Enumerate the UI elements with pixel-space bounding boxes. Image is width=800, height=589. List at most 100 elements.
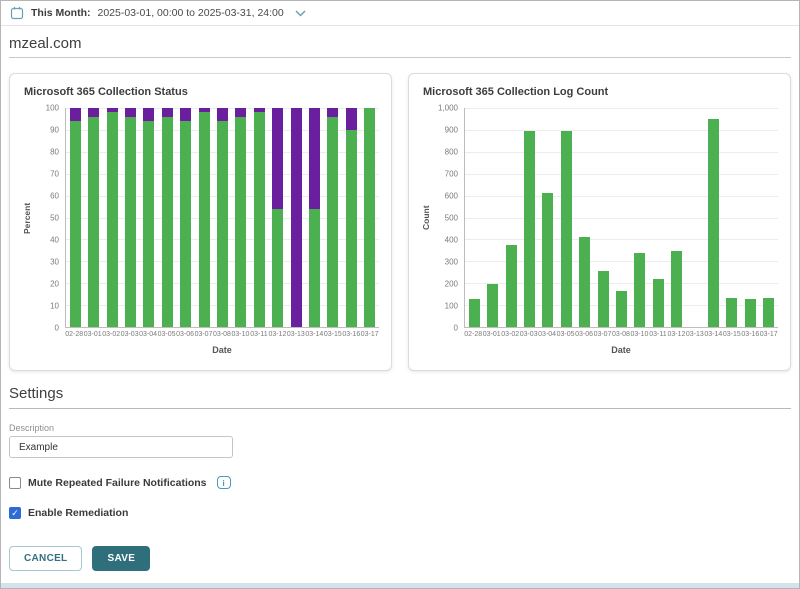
bar-segment-failure-percent xyxy=(216,108,228,122)
bar-03-14 xyxy=(707,108,719,327)
y-tick-label: 80 xyxy=(50,147,59,157)
bar-segment-success-percent xyxy=(124,116,136,327)
bar-03-13 xyxy=(290,108,302,327)
x-tick-label: 03-16 xyxy=(342,331,361,338)
x-tick-label: 03-04 xyxy=(538,331,557,338)
bar-segment-failure-percent xyxy=(308,108,320,209)
gridline xyxy=(465,195,778,197)
x-tick-label: 03-10 xyxy=(231,331,250,338)
bar-segment-log-count xyxy=(763,297,775,327)
bar-03-16 xyxy=(345,108,357,327)
bar-03-08 xyxy=(216,108,228,327)
y-tick-label: 40 xyxy=(50,235,59,245)
info-icon[interactable]: i xyxy=(216,476,231,489)
bar-segment-failure-percent xyxy=(180,108,192,122)
description-input[interactable] xyxy=(9,436,233,458)
bar-cell xyxy=(502,108,520,327)
bar-cell xyxy=(342,108,360,327)
bar-cell xyxy=(741,108,759,327)
bar-cell xyxy=(649,108,667,327)
bar-segment-failure-percent xyxy=(345,108,357,130)
gridline xyxy=(465,151,778,153)
mute-notifications-row[interactable]: Mute Repeated Failure Notifications i xyxy=(9,476,791,489)
x-tick-label: 03-14 xyxy=(305,331,324,338)
bar-02-28 xyxy=(69,108,81,327)
x-tick-label: 02-28 xyxy=(464,331,483,338)
bar-03-17 xyxy=(364,108,376,327)
action-buttons: CANCEL SAVE xyxy=(1,546,799,571)
bar-03-08 xyxy=(615,108,627,327)
x-axis-title: Date xyxy=(212,345,232,355)
bar-segment-success-percent xyxy=(345,129,357,327)
page-title: mzeal.com xyxy=(9,26,791,58)
footer-strip xyxy=(1,583,799,588)
plot-area xyxy=(464,108,778,328)
y-tick-label: 60 xyxy=(50,191,59,201)
date-range-selector[interactable]: This Month: 2025-03-01, 00:00 to 2025-03… xyxy=(1,1,799,26)
bar-segment-log-count xyxy=(597,270,609,327)
bar-segment-log-count xyxy=(523,131,535,327)
bar-segment-failure-percent xyxy=(124,108,136,117)
x-tick-label: 03-11 xyxy=(649,331,667,338)
bar-03-11 xyxy=(253,108,265,327)
y-tick-label: 0 xyxy=(54,323,59,333)
bar-03-01 xyxy=(487,108,499,327)
bar-cell xyxy=(250,108,268,327)
bar-cell xyxy=(305,108,323,327)
chart-title: Microsoft 365 Collection Status xyxy=(24,86,188,98)
gridline xyxy=(465,129,778,131)
y-axis-title: Percent xyxy=(22,202,32,234)
y-axis-labels: 0 100 200 300 400 500 600 700 800 900 1,000 xyxy=(434,104,464,333)
cancel-button[interactable]: CANCEL xyxy=(9,546,83,571)
x-axis-title: Date xyxy=(611,345,631,355)
bar-03-11 xyxy=(652,108,664,327)
enable-remediation-checkbox[interactable]: ✓ xyxy=(9,507,21,519)
bar-cell xyxy=(66,108,84,327)
bar-cell xyxy=(686,108,704,327)
bar-03-02 xyxy=(505,108,517,327)
bar-segment-failure-percent xyxy=(143,108,155,122)
y-tick-label: 1,000 xyxy=(437,103,458,113)
bar-segment-success-percent xyxy=(272,208,284,327)
x-tick-label: 03-11 xyxy=(250,331,268,338)
bar-segment-success-percent xyxy=(253,112,265,327)
date-range-value: 2025-03-01, 00:00 to 2025-03-31, 24:00 xyxy=(97,7,284,19)
bar-03-13 xyxy=(690,108,701,327)
log-count-card: Microsoft 365 Collection Log Count Count… xyxy=(408,73,791,371)
y-tick-label: 70 xyxy=(50,169,59,179)
bar-segment-log-count xyxy=(652,279,664,327)
y-tick-label: 100 xyxy=(45,103,59,113)
x-tick-label: 03-13 xyxy=(685,331,704,338)
date-range-label: This Month: xyxy=(31,7,91,19)
x-tick-label: 03-12 xyxy=(667,331,686,338)
y-axis-title: Count xyxy=(421,205,431,231)
enable-remediation-row[interactable]: ✓ Enable Remediation xyxy=(9,507,791,519)
bar-cell xyxy=(140,108,158,327)
gridline xyxy=(465,261,778,263)
x-tick-label: 03-06 xyxy=(575,331,593,338)
bar-segment-log-count xyxy=(744,298,756,327)
y-tick-label: 90 xyxy=(50,125,59,135)
bar-cell xyxy=(232,108,250,327)
bar-cell xyxy=(594,108,612,327)
bar-03-15 xyxy=(726,108,738,327)
save-button[interactable]: SAVE xyxy=(92,546,151,571)
plot-area xyxy=(65,108,379,328)
y-tick-label: 50 xyxy=(50,213,59,223)
y-axis-labels: 0 10 20 30 40 50 60 70 80 90 100 xyxy=(35,104,65,333)
enable-remediation-label: Enable Remediation xyxy=(28,507,129,519)
mute-notifications-checkbox[interactable] xyxy=(9,476,21,489)
bar-cell xyxy=(612,108,630,327)
bar-segment-success-percent xyxy=(69,121,81,327)
collection-status-chart: Percent 0 10 20 30 40 50 60 70 80 90 100 02-28 03-0… xyxy=(22,104,379,356)
bar-segment-success-percent xyxy=(88,116,100,327)
bar-segment-failure-percent xyxy=(272,108,284,209)
bar-segment-log-count xyxy=(726,298,738,327)
bar-segment-failure-percent xyxy=(69,108,81,122)
bar-03-06 xyxy=(579,108,591,327)
bar-cell xyxy=(483,108,501,327)
bar-segment-failure-percent xyxy=(235,108,247,117)
gridline xyxy=(465,173,778,175)
bar-segment-log-count xyxy=(579,237,591,327)
x-tick-label: 03-05 xyxy=(556,331,575,338)
